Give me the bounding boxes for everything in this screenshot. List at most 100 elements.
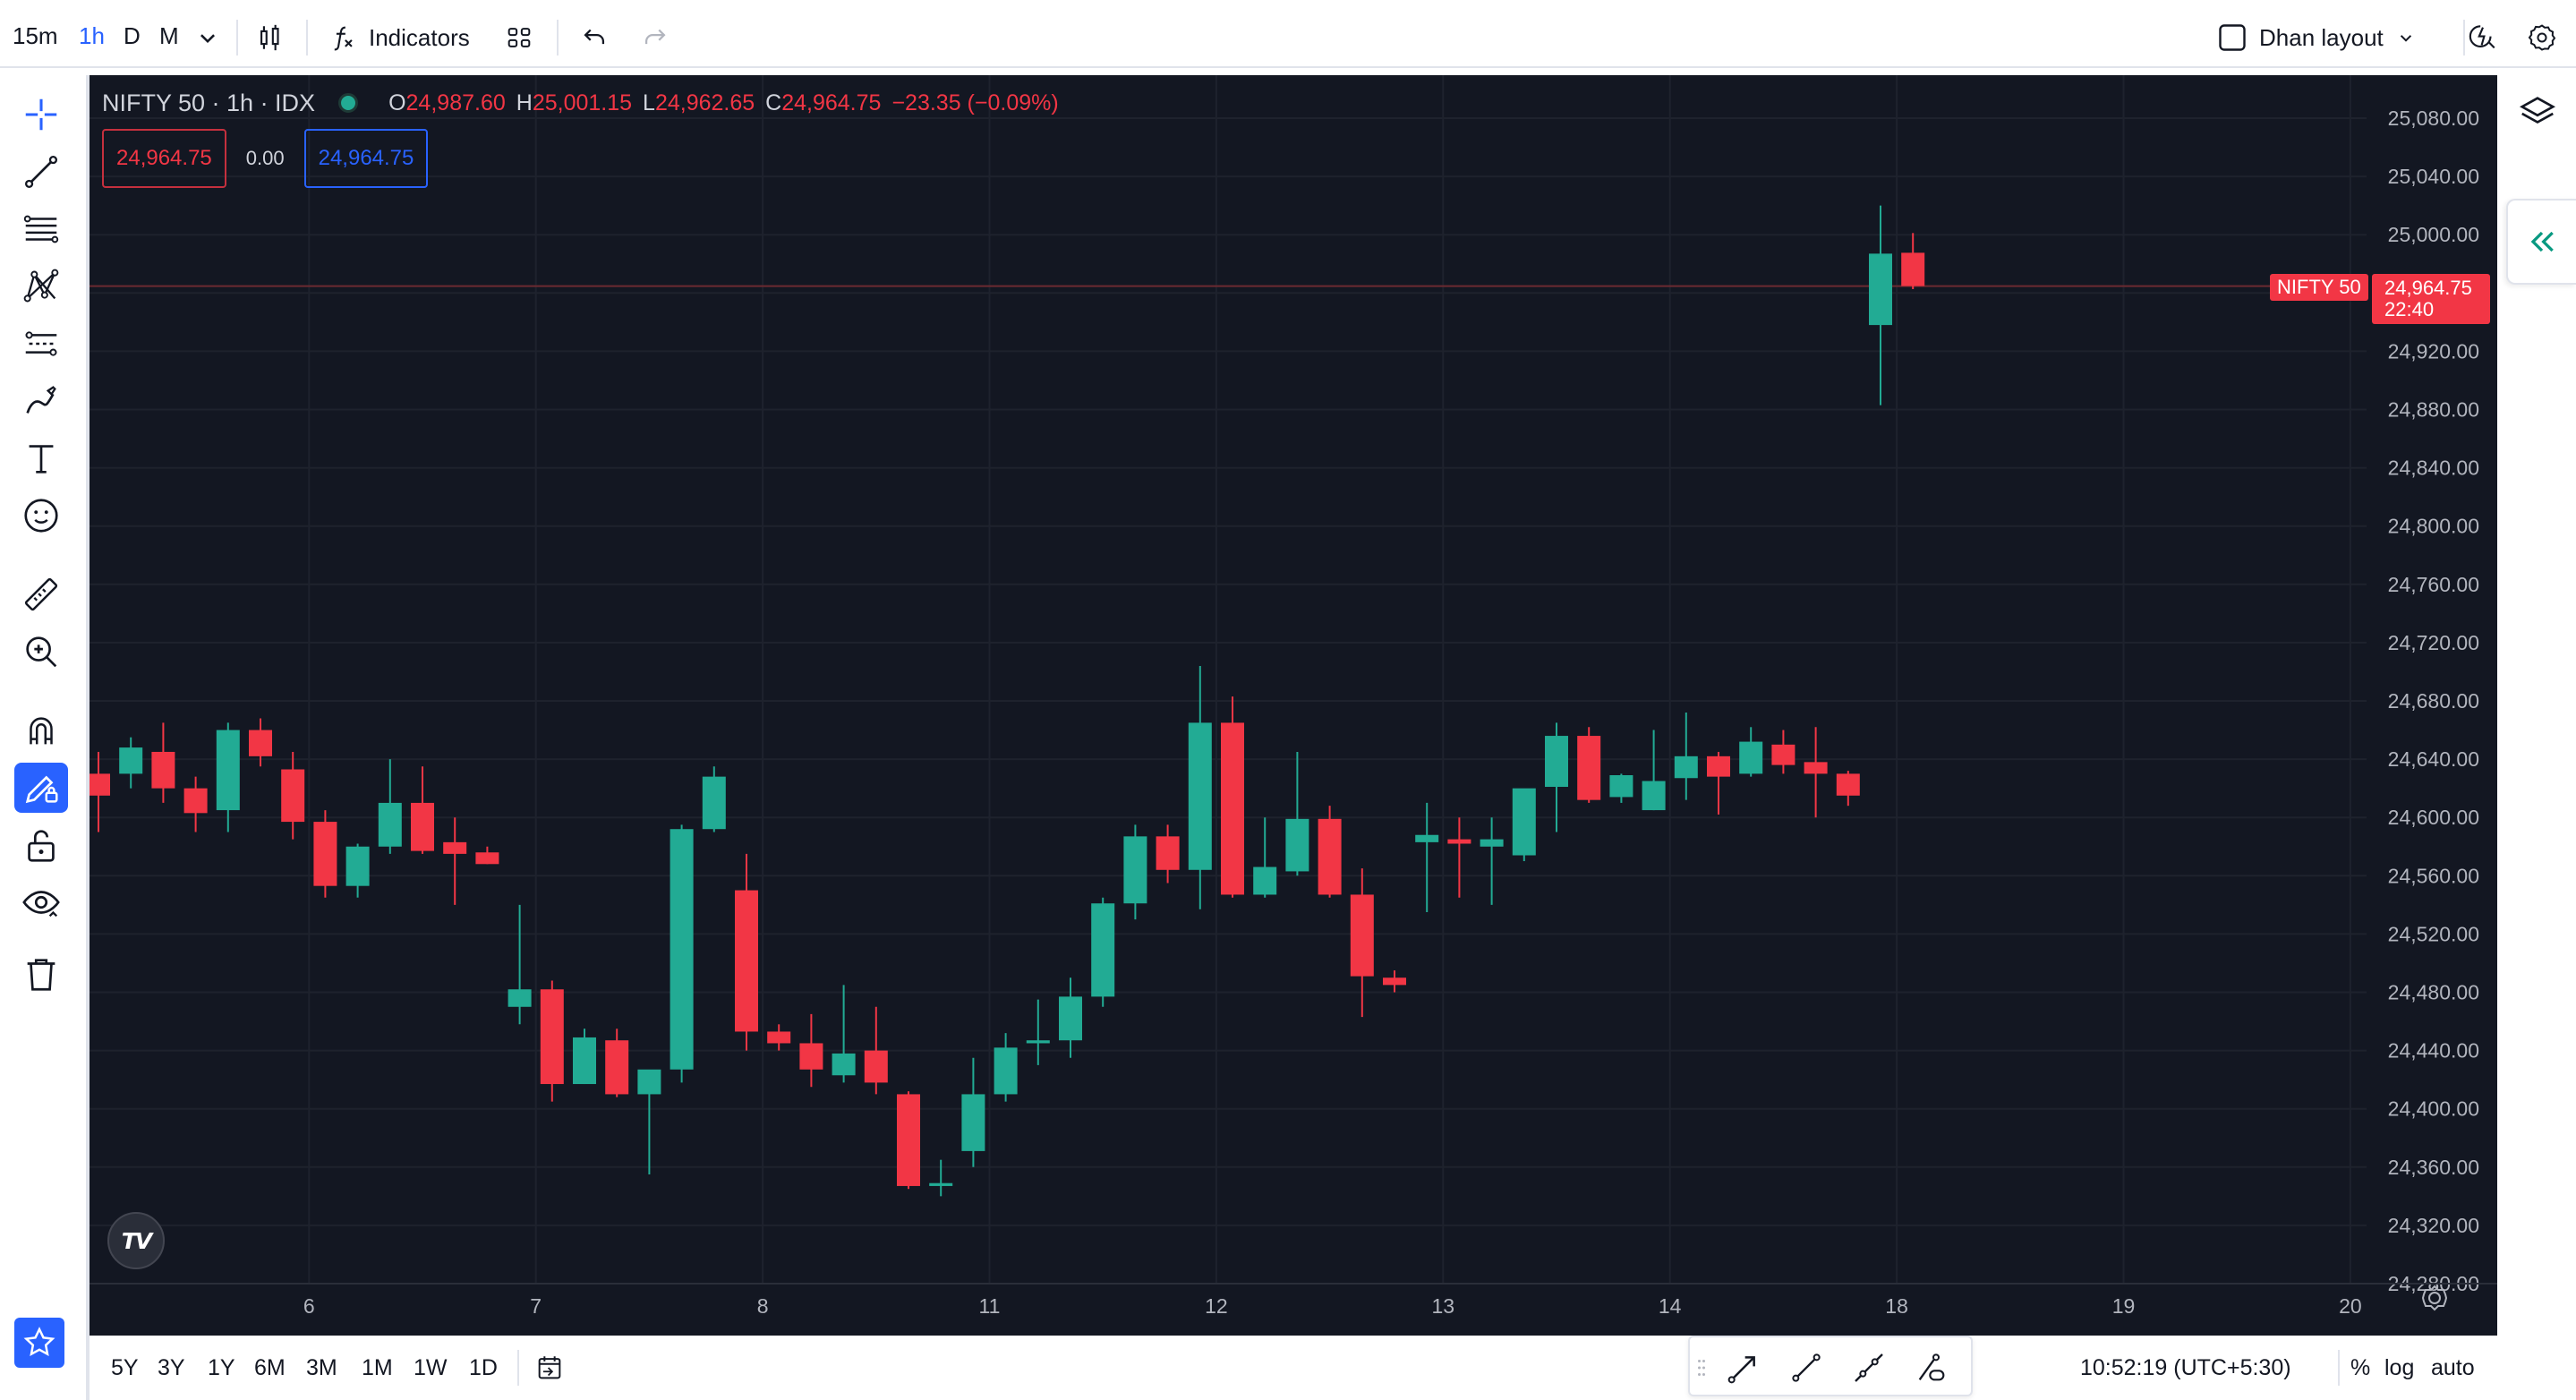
candle-body [1901,252,1925,286]
hide-drawings-tool[interactable] [14,877,68,927]
double-chevron-left-icon [2530,231,2554,252]
clock-readout[interactable]: 10:52:19 (UTC+5:30) [2080,1355,2291,1380]
percent-scale-toggle[interactable]: % [2350,1355,2371,1380]
candle-body [1091,903,1115,997]
indicators-button[interactable]: Indicators [328,20,470,55]
chart-type-button[interactable] [252,20,288,55]
chart-pane[interactable]: 24,280.00 24,320.00 24,360.00 24,400.00 24,4… [90,75,2497,1336]
settings-button[interactable] [2524,20,2560,55]
pattern-icon [23,269,59,303]
low-label: L [643,90,655,115]
log-scale-toggle[interactable]: log [2384,1355,2415,1380]
candle-body [994,1047,1018,1095]
fib-tool[interactable] [14,204,68,254]
undo-button[interactable] [576,20,612,55]
stay-in-drawing-mode-tool[interactable] [14,763,68,813]
timeframe-1h[interactable]: 1h [79,22,105,49]
auto-scale-toggle[interactable]: auto [2431,1355,2475,1380]
time-tick-label: 14 [1659,1294,1682,1318]
smiley-icon [24,499,58,533]
time-tick-label: 19 [2112,1294,2136,1318]
magnet-tool[interactable] [14,705,68,755]
axis-settings-icon[interactable] [2421,1285,2448,1311]
candle-body [670,829,694,1070]
drag-handle[interactable] [1692,1346,1711,1389]
range-1d[interactable]: 1D [469,1355,498,1380]
candle-body [249,730,272,756]
lock-drawings-tool[interactable] [14,820,68,870]
price-tick-label: 24,680.00 [2388,689,2479,713]
tradingview-logo[interactable]: TV [107,1212,165,1269]
timeframe-15m[interactable]: 15m [13,22,58,49]
candle-body [1642,781,1666,811]
range-3y[interactable]: 3Y [158,1355,185,1380]
ray-tool[interactable] [1847,1346,1890,1389]
candle-body [832,1053,856,1076]
layout-label: Dhan layout [2259,23,2384,51]
right-widget-bar [2499,75,2576,1400]
sell-button[interactable]: 24,964.75 [102,129,226,188]
price-tick-label: 24,800.00 [2388,515,2479,538]
ray-icon [1855,1353,1883,1382]
forecasting-tool[interactable] [14,319,68,369]
range-1m[interactable]: 1M [362,1355,393,1380]
curve-tool[interactable] [1910,1346,1953,1389]
timeframe-d[interactable]: D [124,22,141,49]
text-tool[interactable] [14,433,68,483]
candle-body [1188,722,1212,870]
pattern-tool[interactable] [14,261,68,312]
brush-tool[interactable] [14,376,68,426]
price-tick-label: 24,320.00 [2388,1214,2479,1237]
crosshair-tool[interactable] [14,90,68,140]
close-value: 24,964.75 [781,90,882,115]
chevron-down-icon [200,34,215,44]
candle-body [1383,977,1406,986]
candle-body [1674,755,1698,779]
time-tick-label: 18 [1885,1294,1908,1318]
timeframe-m[interactable]: M [159,22,179,49]
market-status-dot[interactable] [338,93,359,113]
arrow-line-tool[interactable] [1722,1346,1765,1389]
go-to-date-button[interactable] [532,1350,567,1386]
favorites-button[interactable] [14,1318,64,1368]
candlestick-chart[interactable]: 24,280.0024,320.0024,360.0024,400.0024,4… [90,75,2497,1336]
zoom-tool[interactable] [14,627,68,677]
trend-line-tool[interactable] [14,147,68,197]
time-tick-label: 6 [303,1294,315,1318]
candle-body [702,776,726,830]
price-tick-label: 24,520.00 [2388,922,2479,945]
candle-body [1318,818,1342,895]
candle-body [1253,866,1277,895]
line-segment-tool[interactable] [1785,1346,1828,1389]
measure-tool[interactable] [14,569,68,619]
symbol-title[interactable]: NIFTY 50 · 1h · IDX [102,89,316,116]
object-tree-button[interactable] [2515,90,2560,134]
redo-button[interactable] [637,20,673,55]
brush-icon [26,386,56,414]
range-6m[interactable]: 6M [254,1355,286,1380]
candle-body [1415,834,1439,842]
range-5y[interactable]: 5Y [111,1355,139,1380]
trend-line-icon [24,155,58,189]
candle-body [119,747,143,774]
range-1w[interactable]: 1W [414,1355,448,1380]
emoji-tool[interactable] [14,491,68,541]
price-tick-label: 24,440.00 [2388,1039,2479,1063]
expand-panel-button[interactable] [2506,199,2576,285]
eye-icon [22,891,60,918]
range-3m[interactable]: 3M [306,1355,337,1380]
lightning-search-icon [2469,25,2495,49]
projection-icon [25,331,57,356]
open-value: 24,987.60 [405,90,506,115]
buy-button[interactable]: 24,964.75 [303,129,429,188]
candles-icon [260,24,279,51]
layout-button[interactable]: Dhan layout [2216,20,2418,55]
drawing-mini-toolbar [1688,1336,1973,1396]
remove-drawings-tool[interactable] [14,949,68,999]
timeframe-dropdown[interactable] [190,20,226,55]
quick-search-button[interactable] [2465,20,2501,55]
price-tick-label: 24,560.00 [2388,864,2479,887]
range-1y[interactable]: 1Y [208,1355,235,1380]
templates-button[interactable] [501,20,537,55]
candle-body [183,788,208,814]
